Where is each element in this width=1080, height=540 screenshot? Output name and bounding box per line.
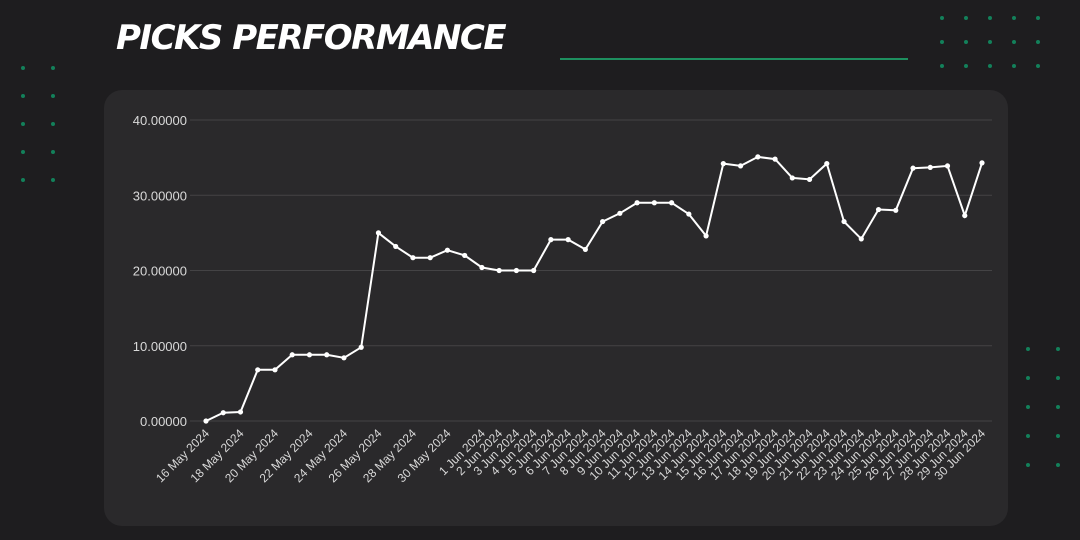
data-point: [669, 200, 675, 206]
data-point: [824, 161, 830, 167]
decorative-dot: [51, 122, 55, 126]
data-point: [548, 237, 554, 243]
data-point: [479, 264, 485, 271]
decorative-dot: [21, 122, 25, 126]
data-point: [582, 246, 588, 253]
data-point: [203, 418, 209, 424]
data-point: [893, 207, 899, 213]
decorative-dot: [988, 40, 992, 44]
data-point: [910, 165, 916, 171]
decorative-dot: [51, 66, 55, 70]
data-point: [979, 160, 985, 166]
y-axis-ticks: 0.00000 10.00000 20.00000 30.00000 40.00000: [133, 113, 187, 429]
data-point: [462, 252, 468, 259]
data-point: [858, 236, 864, 242]
data-point: [755, 154, 761, 160]
data-point: [393, 243, 399, 250]
data-point: [944, 163, 951, 169]
data-point: [565, 237, 571, 243]
data-point: [444, 247, 451, 253]
data-point: [289, 352, 295, 358]
data-point: [634, 200, 640, 206]
decorative-dot: [1012, 40, 1016, 44]
data-point: [341, 355, 347, 361]
data-point: [806, 176, 813, 183]
decorative-dot: [1026, 376, 1030, 380]
decorative-dot: [964, 16, 968, 20]
decorative-dot: [21, 150, 25, 154]
grid-lines: [190, 119, 992, 422]
data-point: [617, 210, 623, 216]
decorative-dot: [1026, 434, 1030, 438]
decorative-dot: [21, 178, 25, 182]
data-point: [772, 156, 778, 162]
data-point: [737, 163, 744, 169]
y-tick-label: 20.00000: [133, 264, 187, 279]
data-point: [255, 367, 261, 373]
decorative-dot: [1036, 16, 1040, 20]
decorative-dot: [1036, 64, 1040, 68]
decorative-dot: [1026, 405, 1030, 409]
decorative-dot: [964, 40, 968, 44]
data-point: [220, 410, 226, 416]
y-tick-label: 10.00000: [133, 339, 187, 354]
data-point: [237, 409, 244, 415]
decorative-dot: [988, 64, 992, 68]
data-point: [324, 352, 330, 358]
decorative-dot: [51, 94, 55, 98]
data-point: [306, 352, 313, 358]
decorative-dot: [1056, 463, 1060, 467]
data-point: [375, 230, 382, 236]
y-tick-label: 30.00000: [133, 188, 187, 203]
decorative-dot: [51, 150, 55, 154]
page-title: PICKS PERFORMANCE: [116, 18, 507, 58]
data-points: [203, 154, 985, 424]
decorative-dot: [1026, 347, 1030, 351]
decorative-dot: [1012, 16, 1016, 20]
decorative-dot: [1056, 405, 1060, 409]
series-line: [205, 155, 983, 422]
decorative-dot: [940, 16, 944, 20]
decorative-dot: [1056, 434, 1060, 438]
decorative-dot: [21, 66, 25, 70]
decorative-dot: [964, 64, 968, 68]
data-point: [600, 218, 606, 225]
data-point: [272, 367, 278, 373]
title-underline: [560, 58, 908, 60]
data-point: [651, 200, 657, 206]
decorative-dot: [988, 16, 992, 20]
data-point: [513, 267, 520, 274]
data-point: [427, 255, 433, 261]
data-point: [531, 267, 537, 274]
decorative-dot: [940, 64, 944, 68]
decorative-dot: [51, 178, 55, 182]
decorative-dot: [1056, 376, 1060, 380]
y-tick-label: 0.00000: [140, 414, 187, 429]
decorative-dot: [21, 94, 25, 98]
decorative-dot: [1026, 463, 1030, 467]
decorative-dot: [1012, 64, 1016, 68]
data-point: [720, 161, 726, 167]
data-point: [841, 218, 847, 225]
data-point: [410, 255, 416, 261]
chart-panel: [104, 90, 1008, 526]
data-point: [927, 164, 933, 171]
decorative-dot: [1036, 40, 1040, 44]
data-point: [686, 211, 692, 217]
decorative-dot: [940, 40, 944, 44]
data-point: [875, 206, 882, 213]
data-point: [962, 212, 968, 219]
data-point: [703, 233, 709, 239]
y-tick-label: 40.00000: [133, 113, 187, 128]
decorative-dot: [1056, 347, 1060, 351]
data-point: [789, 175, 795, 181]
data-point: [496, 267, 502, 274]
data-point: [358, 344, 364, 350]
